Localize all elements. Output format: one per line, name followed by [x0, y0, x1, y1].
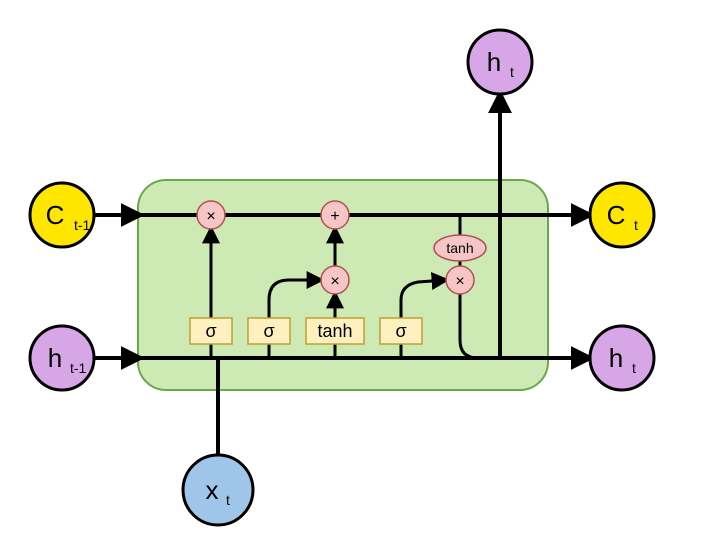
node-x-t-sub: t — [226, 492, 230, 508]
node-c-next-sub: t — [634, 217, 638, 233]
node-c-prev: C t-1 — [30, 183, 94, 247]
op-mul-f-label: × — [206, 208, 215, 225]
node-c-prev-sub: t-1 — [74, 217, 91, 233]
gate-tanh-label: tanh — [317, 321, 352, 341]
op-mul-i-label: × — [330, 273, 339, 290]
gate-sigma3: σ — [380, 318, 422, 344]
node-h-top-main: h — [487, 47, 501, 77]
op-add: + — [321, 201, 349, 229]
node-h-prev-sub: t-1 — [70, 360, 87, 376]
node-x-t-main: x — [206, 475, 219, 505]
node-h-prev: h t-1 — [30, 326, 94, 390]
node-h-next: h t — [590, 326, 654, 390]
gate-sigma2-label: σ — [263, 321, 274, 341]
gate-tanh: tanh — [306, 318, 364, 344]
node-h-prev-main: h — [48, 343, 62, 373]
op-mul-i: × — [321, 266, 349, 294]
gate-sigma2: σ — [248, 318, 290, 344]
node-c-next-main: C — [607, 200, 626, 230]
node-h-next-main: h — [609, 343, 623, 373]
gate-sigma3-label: σ — [395, 321, 406, 341]
node-h-top: h t — [468, 30, 532, 94]
op-tanh-c-label: tanh — [446, 240, 473, 256]
node-c-prev-main: C — [46, 200, 65, 230]
node-h-top-sub: t — [510, 64, 514, 80]
op-mul-o: × — [446, 266, 474, 294]
node-h-next-sub: t — [632, 360, 636, 376]
op-mul-f: × — [197, 201, 225, 229]
node-c-next: C t — [590, 183, 654, 247]
gate-sigma1-label: σ — [205, 321, 216, 341]
op-add-label: + — [330, 208, 339, 225]
lstm-diagram: σ σ tanh σ × + × × tanh C t-1 h t- — [0, 0, 720, 549]
node-x-t: x t — [183, 455, 253, 525]
op-tanh-c: tanh — [434, 235, 486, 261]
op-mul-o-label: × — [455, 273, 464, 290]
gate-sigma1: σ — [190, 318, 232, 344]
